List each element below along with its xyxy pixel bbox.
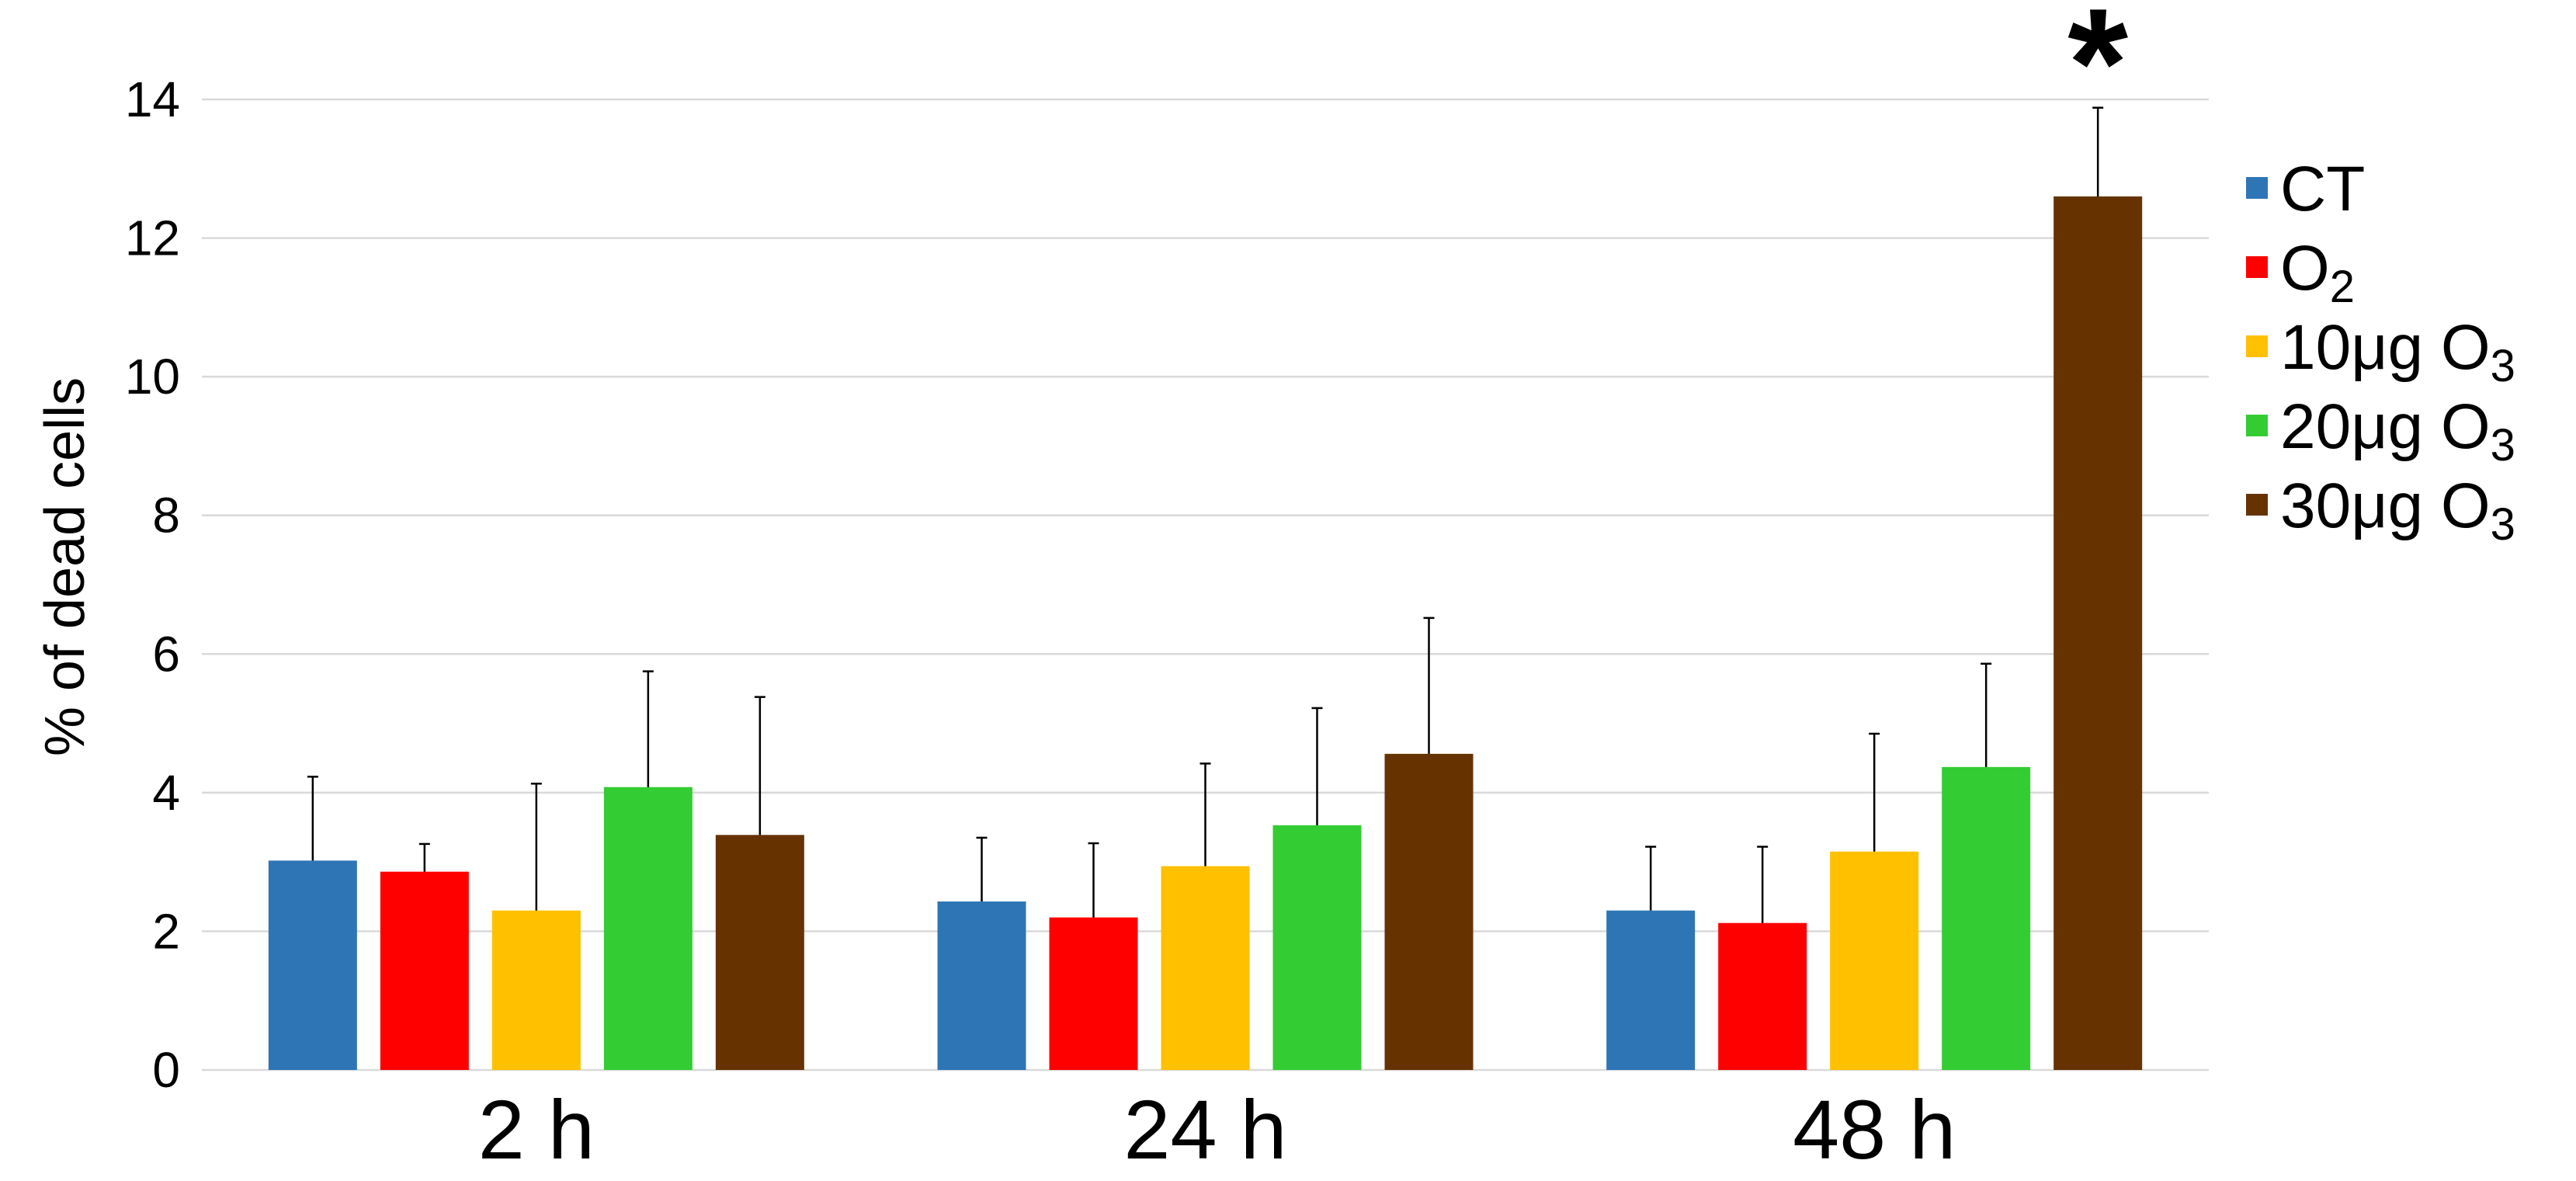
y-tick-label: 6: [152, 626, 180, 682]
bar-3-5: [2054, 196, 2143, 1070]
bar-3-1: [1606, 910, 1696, 1070]
legend-label-4: 20μg O3: [2280, 391, 2515, 471]
bar-1-4: [603, 787, 693, 1070]
bar-3-4: [1942, 766, 2031, 1070]
bar-1-2: [380, 871, 469, 1070]
bar-2-4: [1272, 825, 1362, 1070]
legend-swatch-3: [2246, 335, 2268, 357]
y-tick-label: 14: [125, 71, 180, 127]
legend-label-2: O2: [2280, 233, 2355, 312]
bar-1-1: [268, 860, 357, 1070]
bar-2-2: [1049, 917, 1138, 1070]
x-category-label: 48 h: [1793, 1082, 1956, 1176]
legend-swatch-2: [2246, 256, 2268, 278]
legend-label-5: 30μg O3: [2280, 471, 2515, 550]
bar-3-2: [1718, 922, 1807, 1070]
bar-3-3: [1830, 851, 1919, 1070]
legend-label-3: 10μg O3: [2280, 312, 2515, 391]
y-axis-label: % of dead cells: [34, 377, 96, 756]
y-tick-label: 2: [152, 903, 180, 959]
error-bars: [307, 106, 2104, 923]
y-tick-label: 0: [152, 1042, 180, 1098]
y-tick-label: 12: [125, 210, 180, 266]
x-category-label: 2 h: [478, 1082, 595, 1176]
y-axis-ticks: 0 2 4 6 8 10 12 14: [125, 71, 180, 1098]
bar-2-1: [937, 901, 1026, 1070]
y-tick-label: 4: [152, 765, 180, 821]
bars: [268, 196, 2143, 1070]
legend-swatch-5: [2246, 494, 2268, 516]
annotations: *: [2067, 0, 2128, 150]
x-category-label: 24 h: [1123, 1082, 1286, 1176]
y-tick-label: 8: [152, 488, 180, 544]
bar-1-5: [715, 835, 804, 1070]
legend-swatch-4: [2246, 415, 2268, 436]
significance-asterisk: *: [2067, 0, 2128, 150]
bar-2-5: [1384, 753, 1474, 1070]
y-tick-label: 10: [125, 349, 180, 405]
legend-swatch-1: [2246, 177, 2268, 199]
bar-1-3: [491, 910, 581, 1070]
legend-label-1: CT: [2280, 154, 2365, 224]
bar-2-3: [1161, 866, 1250, 1070]
x-axis-categories: 2 h 24 h 48 h: [478, 1082, 1956, 1176]
